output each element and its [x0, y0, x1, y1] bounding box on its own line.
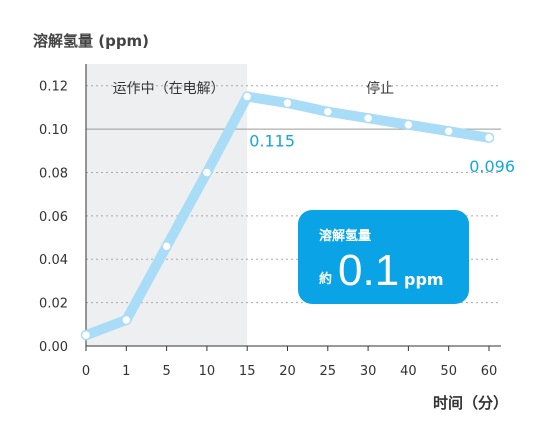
data-point	[80, 329, 92, 341]
x-tick-label: 0	[82, 364, 90, 379]
data-point	[241, 91, 253, 102]
data-point	[201, 167, 213, 178]
operating-region-shade	[86, 64, 248, 346]
y-tick-label: 0.04	[39, 253, 68, 268]
data-point	[322, 106, 334, 117]
x-tick-label: 50	[440, 364, 457, 379]
x-tick-label: 40	[400, 364, 417, 379]
data-point	[121, 314, 132, 326]
region-label-stopped: 停止	[366, 80, 394, 97]
callout-box: 溶解氢量 約 0.1 ppm	[298, 210, 469, 304]
axes	[85, 64, 501, 351]
x-tick-label: 60	[481, 364, 498, 379]
x-tick-label: 20	[279, 364, 296, 379]
data-label-peak: 0.115	[249, 132, 295, 151]
x-tick-label: 25	[320, 364, 337, 379]
x-axis-title: 时间（分）	[433, 394, 508, 412]
callout-prefix: 約	[319, 271, 332, 287]
series-markers	[80, 91, 495, 341]
y-axis-title: 溶解氢量 (ppm)	[33, 32, 149, 50]
callout-unit: ppm	[404, 270, 444, 289]
data-point	[282, 97, 293, 109]
x-tick-label: 15	[239, 364, 256, 379]
y-tick-label: 0.12	[39, 80, 68, 95]
x-tick-label: 5	[162, 364, 170, 379]
data-label-end: 0.096	[469, 157, 515, 176]
y-tick-label: 0.08	[39, 166, 68, 181]
callout-background	[298, 210, 469, 304]
x-tick-label: 1	[122, 364, 130, 379]
data-point	[161, 240, 172, 252]
y-tick-labels: 0.00 0.02 0.04 0.06 0.08 0.10 0.12	[39, 80, 68, 355]
y-tick-label: 0.00	[39, 340, 68, 355]
region-label-operating: 运作中（在电解）	[113, 81, 225, 97]
data-point	[483, 132, 495, 144]
x-tick-labels: 0 1 5 10 15 20 25 30 40 50 60	[82, 364, 497, 379]
x-tick-label: 10	[199, 364, 216, 379]
y-tick-label: 0.06	[39, 210, 68, 225]
data-point	[362, 112, 374, 124]
x-tick-label: 30	[360, 364, 377, 379]
callout-title: 溶解氢量	[319, 228, 371, 244]
data-point	[403, 119, 414, 130]
callout-value: 0.1	[338, 246, 399, 295]
data-point	[443, 125, 454, 137]
y-tick-label: 0.02	[39, 297, 68, 312]
y-tick-label: 0.10	[39, 123, 68, 138]
